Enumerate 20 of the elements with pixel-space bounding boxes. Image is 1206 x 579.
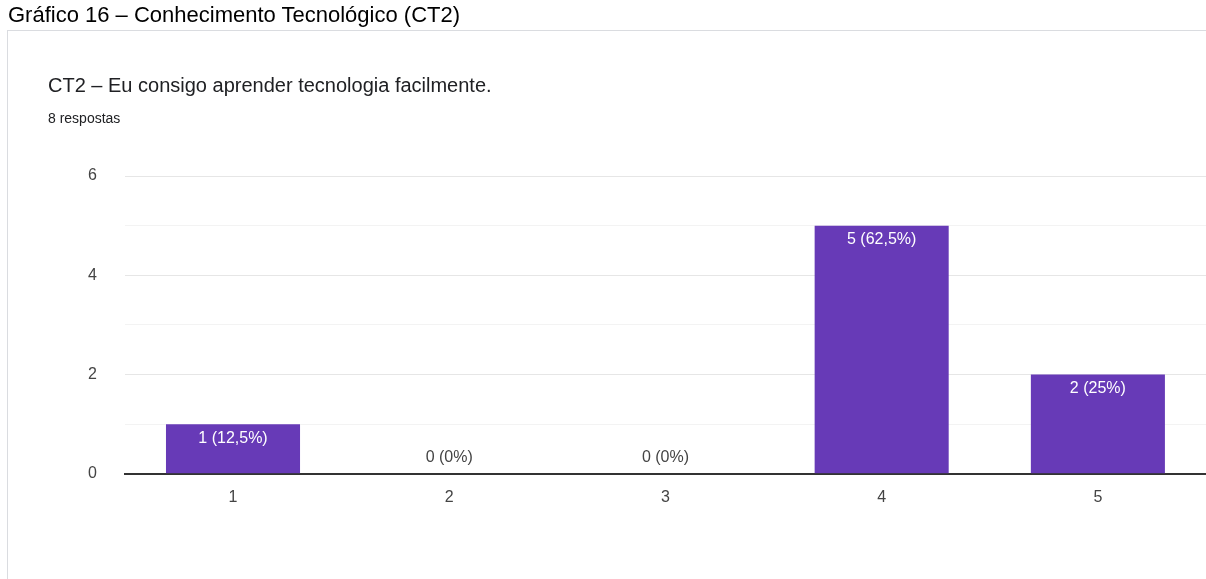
data-label: 1 (12,5%) — [198, 428, 268, 446]
y-tick-label: 4 — [87, 265, 97, 283]
x-tick-label: 4 — [877, 487, 887, 505]
x-tick-label: 3 — [661, 487, 670, 505]
y-tick-label: 6 — [87, 166, 97, 184]
chart-title: CT2 – Eu consigo aprender tecnologia facilmente. — [48, 74, 492, 97]
y-tick-label: 2 — [87, 364, 97, 382]
bar — [814, 225, 949, 474]
text: Gráfico 16 – Conhecimento Tecnológico (CT2) — [8, 2, 461, 28]
data-label: 2 (25%) — [1069, 378, 1126, 396]
x-tick-label: 2 — [444, 487, 454, 505]
data-label: 5 (62,5%) — [846, 230, 917, 248]
x-tick-label: 5 — [1093, 487, 1103, 505]
y-tick-label: 0 — [87, 464, 97, 482]
x-tick-label: 1 — [228, 487, 238, 505]
data-label: 0 (0%) — [641, 448, 690, 466]
data-label: 0 (0%) — [425, 448, 473, 466]
bar — [165, 424, 301, 474]
bar — [1030, 374, 1165, 474]
chart-subtitle: 8 respostas — [48, 110, 121, 126]
